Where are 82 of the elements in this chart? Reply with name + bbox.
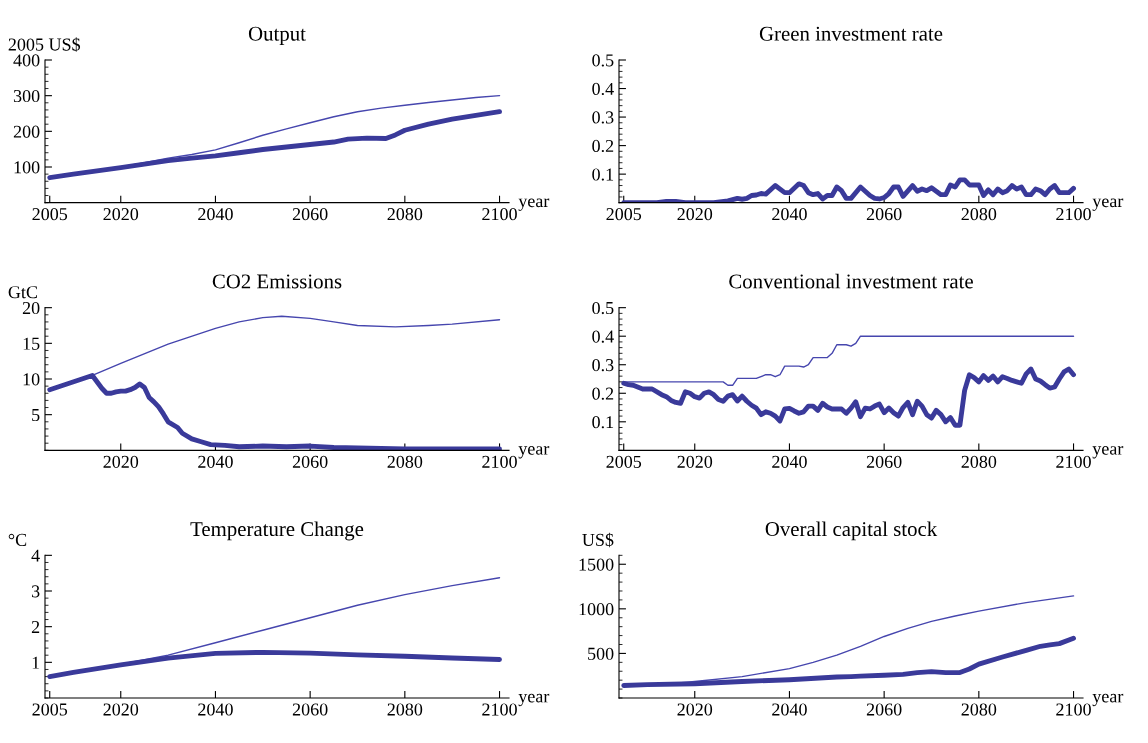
y-tick-label: 0.3 xyxy=(592,358,614,372)
line-series xyxy=(623,335,1075,386)
y-tick-label: 500 xyxy=(588,647,614,660)
x-tick-label: 2040 xyxy=(198,703,233,716)
y-tick-label: 20 xyxy=(22,301,40,315)
x-tick-label: 2005 xyxy=(606,455,642,468)
y-tick-label: 1000 xyxy=(579,603,614,616)
y-axis-title: GtC xyxy=(8,286,37,299)
line-series xyxy=(47,109,502,181)
chart-title: Temperature Change xyxy=(190,521,364,541)
y-axis-title: US$ xyxy=(582,532,614,548)
x-tick-label: 2060 xyxy=(866,703,902,716)
chart-title: Output xyxy=(248,26,306,45)
y-tick-label: 0.5 xyxy=(592,301,614,315)
line-series xyxy=(621,635,1076,688)
chart-title: Green investment rate xyxy=(759,26,943,41)
x-tick-label: 2060 xyxy=(292,455,328,468)
x-axis-title: year xyxy=(1092,693,1124,707)
x-tick-label: 2040 xyxy=(198,208,233,221)
x-tick-label: 2080 xyxy=(961,455,997,468)
y-axis-title: °C xyxy=(8,533,27,546)
x-tick-label: 2005 xyxy=(606,208,642,221)
x-tick-label: 2060 xyxy=(866,455,902,468)
x-tick-label: 2100 xyxy=(482,208,517,221)
x-tick-label: 2020 xyxy=(103,455,139,468)
line-series xyxy=(621,177,1076,203)
x-tick-label: 2020 xyxy=(103,208,139,221)
x-tick-label: 2100 xyxy=(1056,455,1091,468)
y-tick-label: 0.3 xyxy=(592,111,614,124)
y-tick-label: 100 xyxy=(14,161,40,174)
x-tick-label: 2060 xyxy=(292,208,328,221)
y-tick-label: 1 xyxy=(32,656,40,669)
chart-title: Conventional investment rate xyxy=(729,273,973,289)
x-axis-title: year xyxy=(518,198,550,211)
x-tick-label: 2080 xyxy=(387,208,423,221)
x-tick-label: 2040 xyxy=(772,208,807,221)
x-tick-label: 2005 xyxy=(32,703,68,716)
chart-title: Overall capital stock xyxy=(765,521,938,541)
y-tick-label: 200 xyxy=(13,125,40,138)
x-tick-label: 2080 xyxy=(961,208,997,221)
x-axis-title: year xyxy=(1092,198,1124,211)
x-tick-label: 2060 xyxy=(292,703,328,716)
line-series xyxy=(621,366,1076,428)
line-series xyxy=(47,373,502,451)
y-tick-label: 4 xyxy=(31,549,40,562)
x-tick-label: 2020 xyxy=(677,703,713,716)
y-tick-label: 0.4 xyxy=(592,330,614,343)
x-tick-label: 2100 xyxy=(482,455,517,468)
line-series xyxy=(47,649,502,680)
y-tick-label: 0.2 xyxy=(592,139,614,153)
x-tick-label: 2060 xyxy=(866,208,902,221)
x-tick-label: 2080 xyxy=(387,703,423,716)
x-tick-label: 2005 xyxy=(32,208,68,221)
y-tick-label: 0.4 xyxy=(592,82,614,96)
chart-title: CO2 Emissions xyxy=(212,274,342,289)
x-tick-label: 2080 xyxy=(387,455,423,468)
y-tick-label: 300 xyxy=(13,89,40,103)
x-tick-label: 2100 xyxy=(1056,703,1091,716)
x-tick-label: 2100 xyxy=(1056,208,1091,221)
x-tick-label: 2080 xyxy=(961,703,997,716)
y-tick-label: 15 xyxy=(23,337,40,350)
y-axis-title: 2005 US$ xyxy=(8,37,81,52)
x-axis-title: year xyxy=(518,446,550,459)
x-tick-label: 2040 xyxy=(772,703,807,716)
x-axis-title: year xyxy=(1092,446,1124,459)
x-tick-label: 2020 xyxy=(103,703,139,716)
y-tick-label: 0.2 xyxy=(592,387,614,400)
y-tick-label: 1500 xyxy=(579,558,614,571)
y-tick-label: 0.5 xyxy=(592,54,614,67)
x-axis-title: year xyxy=(518,693,550,707)
y-tick-label: 0.1 xyxy=(592,168,614,181)
y-tick-label: 10 xyxy=(23,373,40,386)
x-tick-label: 2040 xyxy=(772,455,807,468)
x-tick-label: 2020 xyxy=(677,455,713,468)
x-tick-label: 2020 xyxy=(677,208,713,221)
y-tick-label: 0.1 xyxy=(592,416,614,429)
x-tick-label: 2100 xyxy=(482,703,517,716)
y-tick-label: 3 xyxy=(31,585,40,598)
x-tick-label: 2040 xyxy=(198,455,233,468)
y-tick-label: 5 xyxy=(32,409,40,422)
y-tick-label: 400 xyxy=(13,54,40,67)
y-tick-label: 2 xyxy=(31,620,40,633)
